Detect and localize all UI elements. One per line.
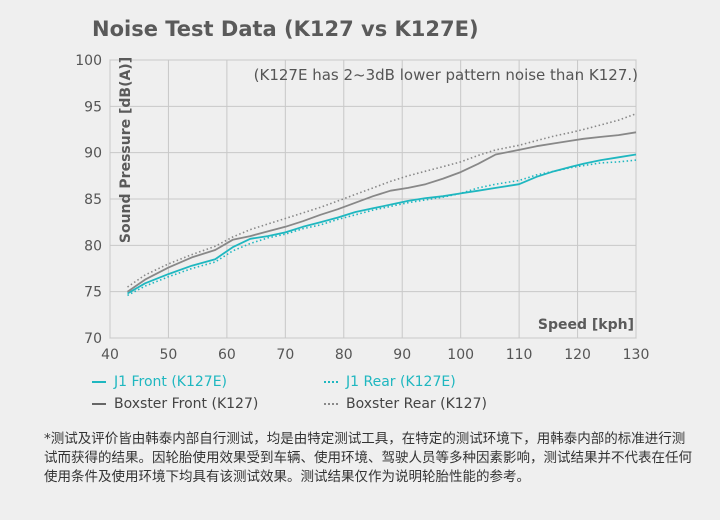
legend-swatch-solid-teal [92,381,106,383]
y-tick-label: 85 [84,192,102,208]
x-tick-label: 80 [335,347,353,363]
noise-chart: Noise Test Data (K127 vs K127E) 40 50 60 70 8… [75,17,650,363]
x-tick-label: 100 [447,347,474,363]
y-tick-label: 70 [84,331,102,347]
series-line-boxster-front-k127 [126,131,637,293]
legend-label-boxster-rear: Boxster Rear (K127) [346,396,487,412]
x-tick-label: 110 [506,347,533,363]
x-tick-label: 40 [101,347,119,363]
y-tick-label: 90 [84,146,102,162]
chart-annotation: (K127E has 2~3dB lower pattern noise tha… [254,66,638,84]
chart-title: Noise Test Data (K127 vs K127E) [92,17,479,41]
chart-legend: J1 Front (K127E) J1 Rear (K127E) Boxster… [92,372,522,420]
y-tick-label: 80 [84,238,102,254]
x-tick-label: 70 [276,347,294,363]
x-tick-label: 60 [218,347,236,363]
legend-item-j1-rear: J1 Rear (K127E) [324,372,456,392]
series-line-j1-rear-k127e [127,159,637,297]
legend-swatch-solid-gray [92,403,106,405]
legend-label-j1-rear: J1 Rear (K127E) [346,374,456,390]
legend-label-j1-front: J1 Front (K127E) [114,374,228,390]
x-tick-label: 120 [564,347,591,363]
legend-swatch-dotted-teal [324,381,338,383]
legend-swatch-dotted-gray [324,403,338,405]
x-axis-label: Speed [kph] [538,317,634,333]
series-line-j1-front-k127e [127,153,637,295]
x-tick-label: 50 [160,347,178,363]
x-tick-label: 90 [393,347,411,363]
x-tick-label: 130 [623,347,650,363]
y-tick-label: 100 [75,53,102,69]
legend-item-j1-front: J1 Front (K127E) [92,372,227,392]
y-tick-label: 95 [84,99,102,115]
series-line-boxster-rear-k127 [127,112,637,288]
y-axis-label: Sound Pressure [dB(A)] [118,57,134,243]
legend-item-boxster-rear: Boxster Rear (K127) [324,394,487,414]
legend-item-boxster-front: Boxster Front (K127) [92,394,258,414]
footnote: *测试及评价皆由韩泰内部自行测试，均是由特定测试工具，在特定的测试环境下，用韩泰… [44,431,692,485]
legend-label-boxster-front: Boxster Front (K127) [114,396,259,412]
y-tick-label: 75 [84,285,102,301]
